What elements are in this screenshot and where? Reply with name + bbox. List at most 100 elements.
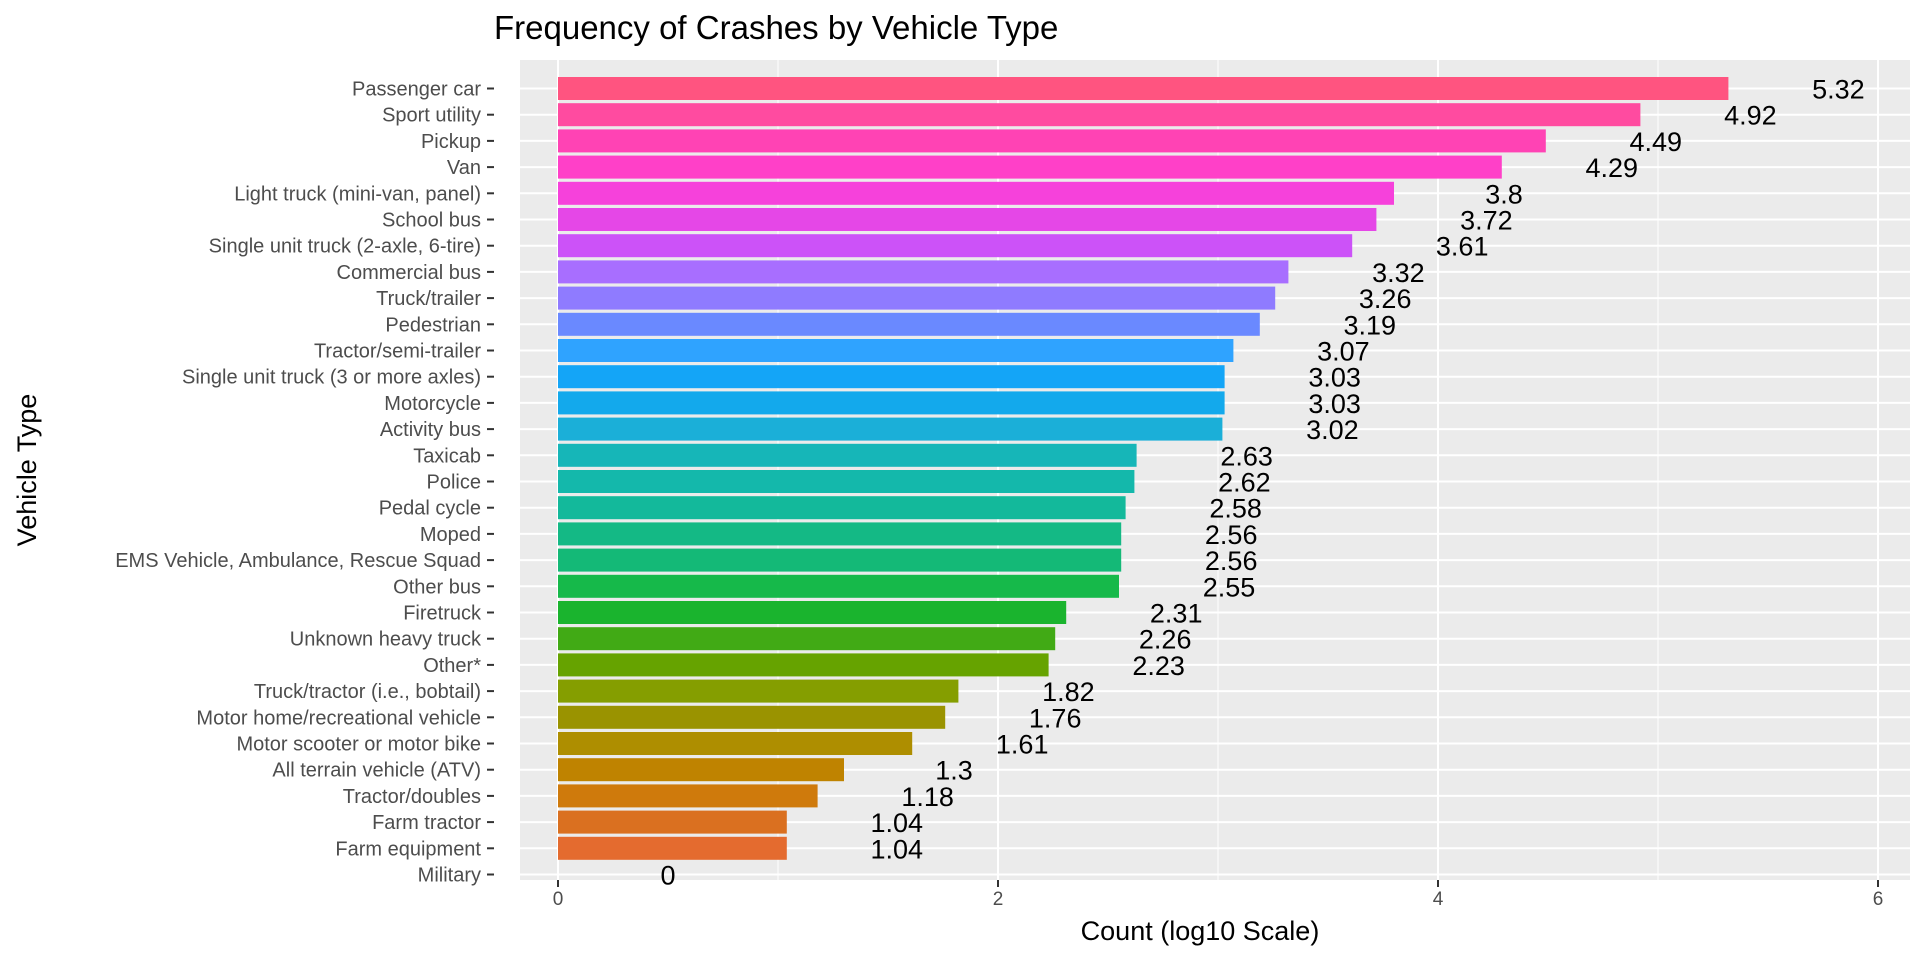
category-label: Light truck (mini-van, panel) [234,183,481,205]
category-label: Police [427,472,481,494]
bar [558,365,1225,389]
value-label: 2.58 [1209,494,1262,524]
value-label: 3.03 [1308,389,1361,419]
value-label: 2.31 [1150,599,1203,629]
bar [558,312,1260,336]
bar [558,732,913,755]
category-label: Tractor/doubles [343,786,481,808]
category-label: Truck/trailer [376,288,481,310]
category-label: Pedal cycle [379,498,481,520]
category-label: Truck/tractor (i.e., bobtail) [254,681,481,703]
value-label: 2.56 [1205,546,1258,576]
category-label: Moped [420,524,481,546]
category-label: Motorcycle [384,393,481,415]
x-tick-label: 6 [1873,889,1884,910]
value-label: 4.49 [1630,127,1683,157]
value-label: 3.02 [1306,415,1359,445]
category-label: Tractor/semi-trailer [314,341,481,363]
bar [558,443,1137,467]
category-label: Pickup [421,131,481,153]
category-label: EMS Vehicle, Ambulance, Rescue Squad [115,550,481,572]
bar [558,103,1641,127]
value-label: 3.19 [1344,310,1397,340]
bar [558,627,1056,651]
bar [558,208,1377,231]
value-label: 1.3 [935,756,973,786]
category-label: Military [418,865,481,887]
value-label: 3.8 [1485,179,1523,209]
value-label: 1.61 [996,730,1049,760]
bar [558,181,1394,205]
bar [558,260,1289,284]
bar [558,705,946,729]
category-label: School bus [382,210,481,232]
category-label: Farm equipment [335,838,481,860]
category-label: Single unit truck (2-axle, 6-tire) [209,236,481,258]
category-label: Other bus [393,576,481,598]
category-label: Passenger car [352,79,481,101]
value-label: 1.18 [901,782,954,812]
bar [558,470,1135,493]
value-label: 2.62 [1218,468,1271,498]
x-tick-label: 4 [1433,889,1444,910]
value-label: 4.92 [1724,101,1777,131]
bar [558,522,1122,546]
bar [558,234,1353,258]
x-axis-ticks: 0 2 4 6 [553,880,1884,910]
category-label: Van [447,157,481,179]
value-label: 1.82 [1042,677,1095,707]
value-label: 3.61 [1436,232,1489,262]
bar [558,496,1126,520]
category-label: Pedestrian [385,314,481,336]
bar [558,391,1225,415]
value-label: 3.32 [1372,258,1425,288]
bar [558,574,1119,598]
bar [558,417,1223,441]
value-label: 3.72 [1460,206,1513,236]
bar [558,836,787,860]
value-labels: 5.324.924.494.293.83.723.613.323.263.193… [660,75,1864,891]
bars [558,77,1729,860]
value-label: 1.04 [871,808,924,838]
bar [558,286,1276,310]
bar [558,129,1546,153]
value-label: 0 [660,861,675,891]
category-label: Motor scooter or motor bike [236,734,481,756]
category-label: Other* [423,655,481,677]
y-axis-categories: Passenger car Sport utility Pickup Van Light… [115,79,494,887]
bar [558,339,1234,362]
chart-title: Frequency of Crashes by Vehicle Type [494,9,1058,46]
category-label: All terrain vehicle (ATV) [272,760,481,782]
category-label: Activity bus [380,419,481,441]
value-label: 2.56 [1205,520,1258,550]
value-label: 3.03 [1308,363,1361,393]
bar [558,679,959,703]
bar [558,784,818,808]
bar [558,77,1729,100]
category-label: Farm tractor [372,812,481,834]
bar [558,601,1067,624]
value-label: 2.23 [1132,651,1185,681]
bar [558,758,844,782]
category-label: Taxicab [413,445,481,467]
value-label: 1.76 [1029,703,1082,733]
value-label: 2.55 [1203,572,1256,602]
category-label: Firetruck [403,603,482,625]
x-tick-label: 2 [993,889,1004,910]
category-label: Single unit truck (3 or more axles) [182,367,481,389]
value-label: 2.26 [1139,625,1192,655]
y-axis-label: Vehicle Type [12,394,42,547]
bar [558,653,1049,677]
category-label: Motor home/recreational vehicle [196,707,481,729]
category-label: Commercial bus [337,262,481,284]
bar [558,548,1122,572]
value-label: 1.04 [871,834,924,864]
bar [558,155,1502,179]
bar [558,810,787,834]
category-label: Unknown heavy truck [290,629,482,651]
category-label: Sport utility [382,105,481,127]
value-label: 4.29 [1586,153,1639,183]
x-axis-label: Count (log10 Scale) [1081,916,1320,946]
value-label: 2.63 [1220,441,1273,471]
